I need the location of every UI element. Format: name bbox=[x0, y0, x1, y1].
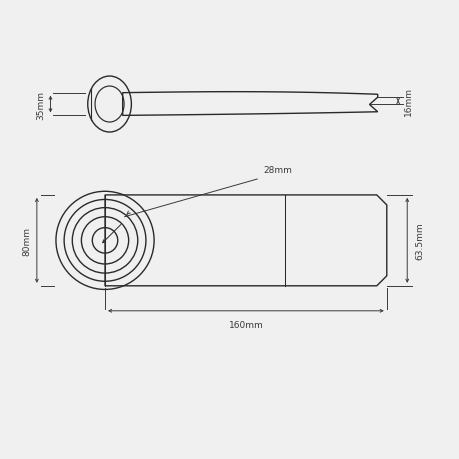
Text: 160mm: 160mm bbox=[228, 320, 263, 329]
Text: 16mm: 16mm bbox=[403, 87, 412, 116]
Text: 28mm: 28mm bbox=[263, 165, 291, 174]
Text: 63.5mm: 63.5mm bbox=[414, 222, 424, 260]
Text: 35mm: 35mm bbox=[36, 90, 45, 119]
Text: 80mm: 80mm bbox=[22, 226, 31, 255]
